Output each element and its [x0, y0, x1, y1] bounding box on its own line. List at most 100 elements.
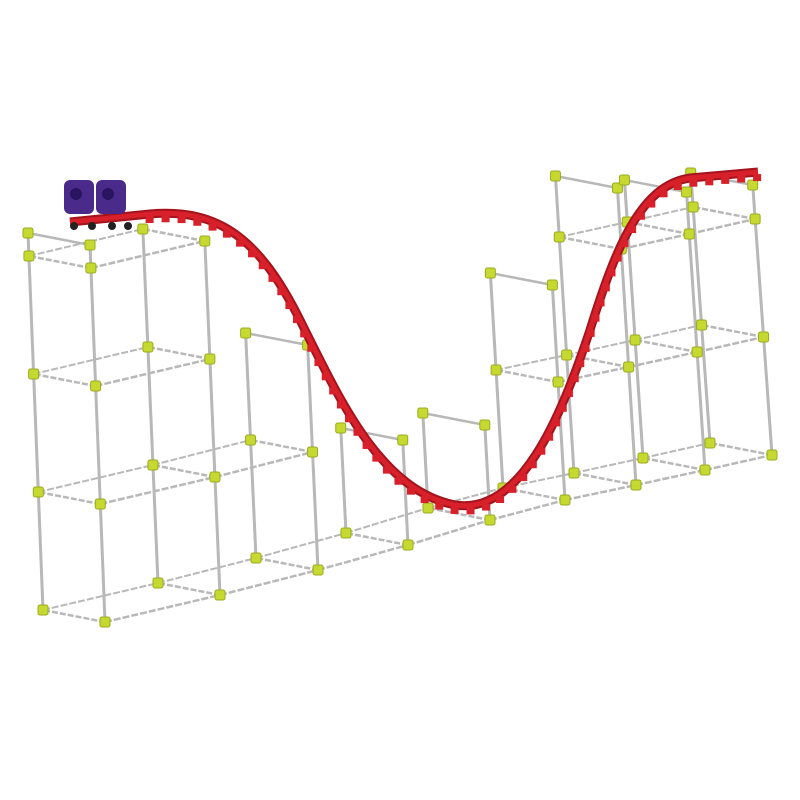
track-tie: [576, 360, 585, 368]
track-tie: [382, 466, 391, 474]
frame-connector: [637, 452, 649, 464]
frame-connector: [629, 334, 641, 346]
track-tie: [466, 507, 475, 515]
frame-connector: [137, 223, 149, 235]
frame-connector: [630, 479, 642, 491]
track-tie: [496, 496, 505, 504]
frame-connector: [94, 498, 106, 510]
track-tie: [721, 176, 730, 184]
frame-connector: [704, 437, 716, 449]
frame-beam: [490, 271, 553, 287]
track-tie: [673, 183, 682, 191]
frame-connector: [618, 174, 630, 186]
track-tie: [613, 254, 622, 262]
frame-connector: [84, 239, 96, 251]
track-tie: [362, 441, 371, 449]
track-tie: [406, 487, 415, 495]
frame-connector: [152, 577, 164, 589]
frame-connector: [422, 502, 434, 514]
frame-beam: [709, 441, 773, 457]
frame-connector: [546, 279, 558, 291]
frame-beam: [555, 174, 618, 190]
frame-connector: [561, 349, 573, 361]
frame-connector: [397, 434, 409, 446]
frame-beam: [634, 338, 698, 354]
frame-connector: [484, 267, 496, 279]
frame-connector: [749, 213, 761, 225]
track-tie: [519, 474, 528, 482]
track-tie: [329, 387, 338, 395]
coaster-cart: [64, 180, 132, 230]
frame-beam: [642, 456, 706, 472]
track-tie: [236, 239, 245, 247]
frame-beam: [692, 205, 756, 221]
frame-connector: [335, 422, 347, 434]
track-tie: [647, 200, 656, 208]
track-tie: [528, 461, 537, 469]
frame-connector: [240, 327, 252, 339]
track-tie: [552, 419, 561, 427]
track-tie: [353, 428, 362, 436]
track-tie: [420, 496, 429, 504]
track-tie: [620, 240, 629, 248]
frame-connector: [552, 376, 564, 388]
frame-connector: [747, 179, 759, 191]
frame-connector: [22, 227, 34, 239]
frame-beam: [90, 239, 206, 270]
frame-connector: [559, 494, 571, 506]
frame-beam: [255, 556, 319, 572]
frame-connector: [142, 341, 154, 353]
frame-beam: [634, 324, 702, 341]
track-tie: [268, 274, 277, 282]
frame-beam: [642, 442, 711, 459]
frame-connector: [691, 346, 703, 358]
frame-connector: [214, 589, 226, 601]
track-tie: [558, 404, 567, 412]
frame-connector: [90, 380, 102, 392]
track-tie: [753, 174, 762, 182]
frame-beam: [495, 354, 567, 371]
track-tie: [508, 485, 517, 493]
track-tie: [177, 216, 186, 224]
track-tie: [321, 373, 330, 381]
frame-beam: [147, 345, 211, 361]
track-tie: [300, 330, 309, 338]
frame-beam: [635, 468, 706, 487]
track-tie: [636, 212, 645, 220]
track-tie: [307, 344, 316, 352]
frame-column: [751, 184, 774, 456]
frame-beam: [27, 231, 91, 247]
track-tie: [537, 447, 546, 455]
frame-beam: [564, 483, 637, 502]
frame-beam: [566, 339, 636, 356]
track-tie: [277, 288, 286, 296]
cart-headrest: [70, 188, 82, 200]
frame-beam: [42, 582, 159, 611]
track-tie: [570, 375, 579, 383]
track-tie: [596, 299, 605, 307]
frame-beam: [559, 235, 622, 251]
frame-connector: [680, 186, 692, 198]
frame-beam: [427, 506, 491, 522]
frame-beam: [38, 464, 154, 493]
frame-connector: [699, 464, 711, 476]
track-tie: [628, 226, 637, 234]
frame-beam: [157, 557, 257, 584]
coaster-track: [69, 167, 762, 515]
frame-beam: [28, 254, 92, 270]
track-tie: [293, 316, 302, 324]
frame-beam: [573, 471, 637, 487]
track-tie: [591, 314, 600, 322]
support-frame: [22, 167, 778, 628]
frame-beam: [152, 463, 216, 479]
track-tie: [607, 269, 616, 277]
frame-beam: [345, 507, 429, 534]
frame-beam: [704, 453, 773, 472]
frame-connector: [340, 527, 352, 539]
frame-connector: [250, 552, 262, 564]
frame-connector: [147, 459, 159, 471]
frame-beam: [250, 438, 313, 454]
frame-connector: [99, 616, 111, 628]
frame-connector: [766, 449, 778, 461]
frame-connector: [687, 201, 699, 213]
